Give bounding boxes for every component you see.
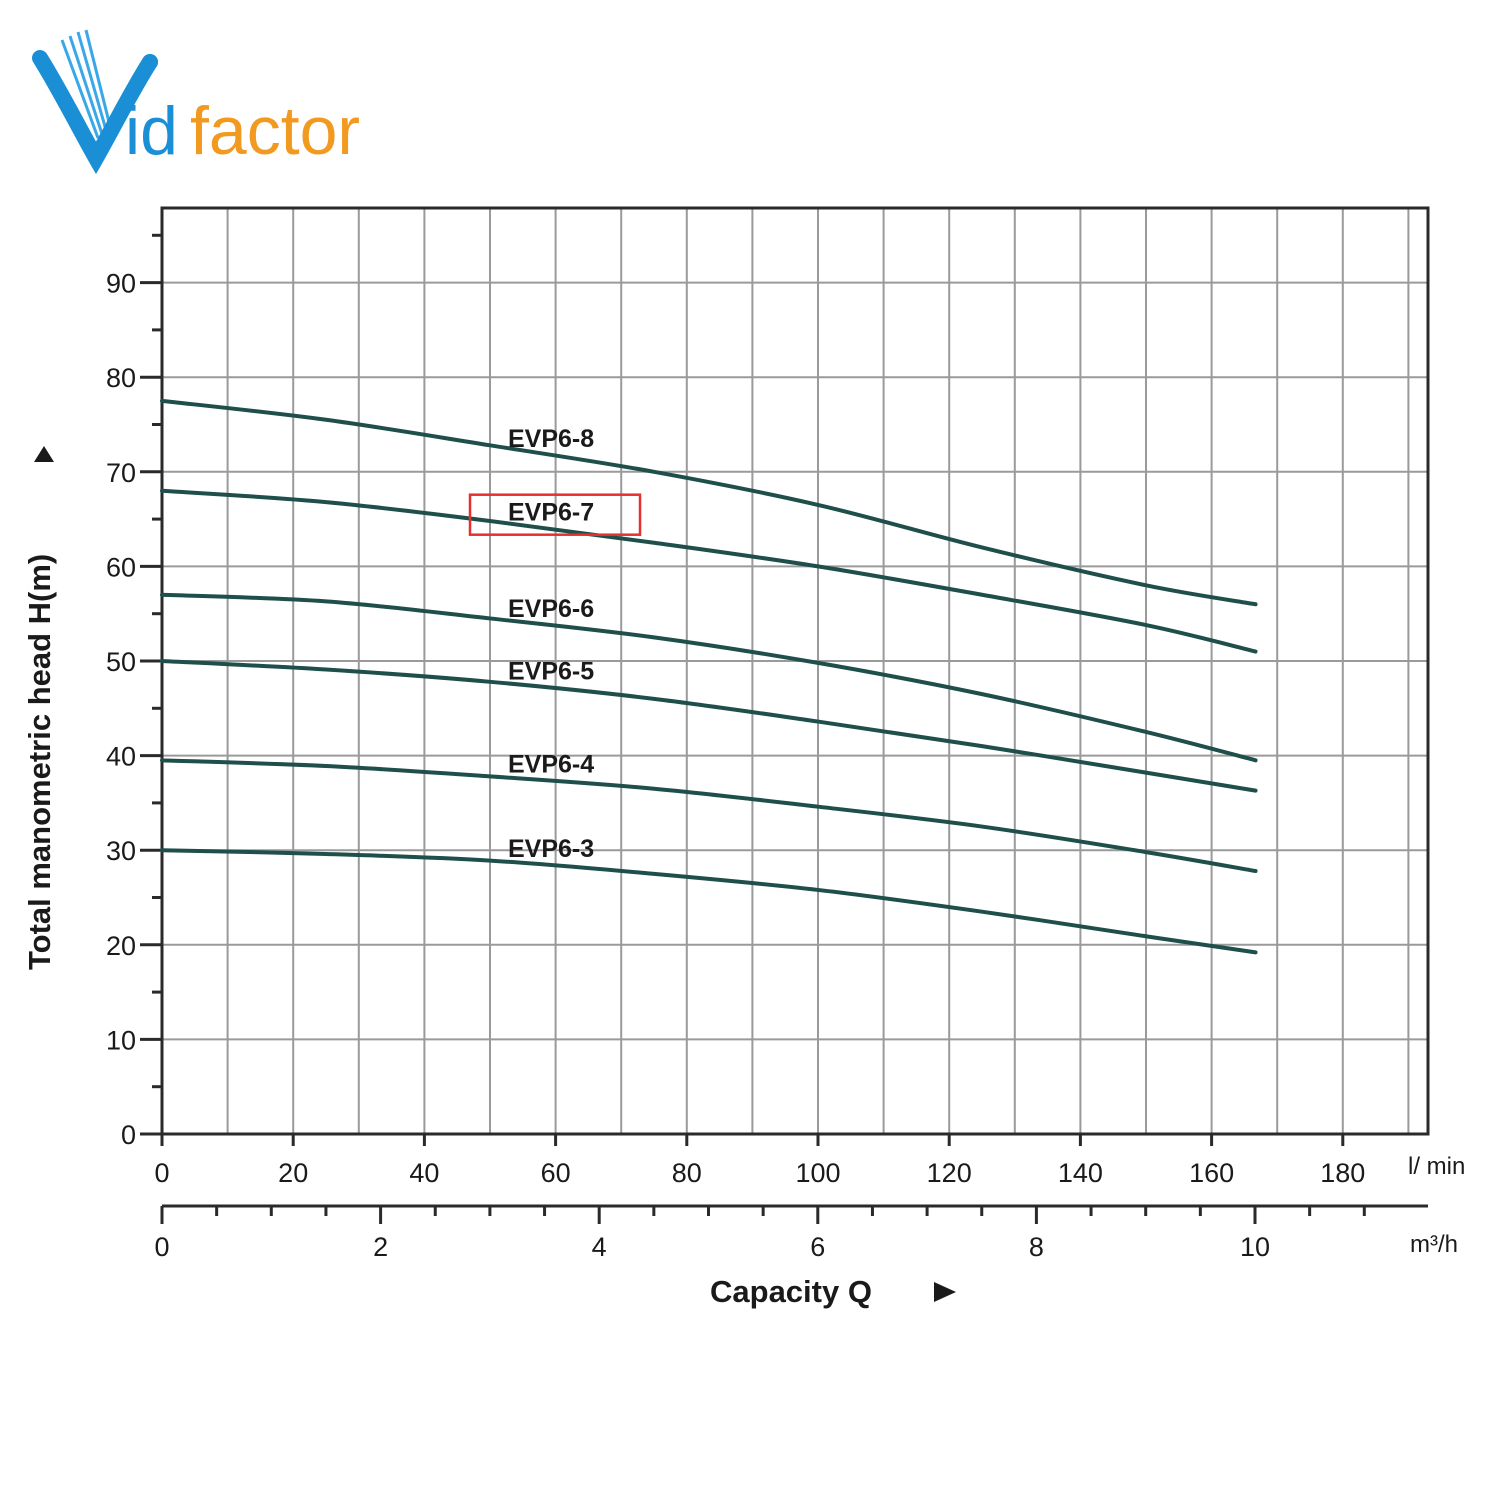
x-axis-arrow-icon xyxy=(934,1282,956,1302)
vidfactor-logo: id factor xyxy=(32,29,360,175)
grid-lines xyxy=(162,208,1428,1134)
m3h-tick-label: 0 xyxy=(154,1232,169,1262)
y-axis-arrow-icon xyxy=(34,446,54,462)
curve-label-evp6-6: EVP6-6 xyxy=(508,595,594,623)
curve-label-evp6-7: EVP6-7 xyxy=(508,499,594,527)
m3h-tick-label: 10 xyxy=(1240,1232,1270,1262)
curve-label-evp6-4: EVP6-4 xyxy=(508,750,594,778)
y-tick-label: 20 xyxy=(106,931,136,961)
x-tick-label: 100 xyxy=(795,1158,840,1188)
curve-evp6-4 xyxy=(160,758,1258,874)
plot-frame xyxy=(160,206,1430,1136)
logo-text-id: id xyxy=(125,93,178,169)
y-tick-label: 40 xyxy=(106,742,136,772)
y-tick-label: 60 xyxy=(106,552,136,582)
curve-labels: EVP6-8 EVP6-7 EVP6-6 EVP6-5 EVP6-4 EVP6-3 xyxy=(468,425,642,863)
x-axis-m3h: 0 2 4 6 8 10 m³/h xyxy=(154,1204,1458,1262)
m3h-tick-label: 2 xyxy=(373,1232,388,1262)
x-tick-label: 180 xyxy=(1320,1158,1365,1188)
curve-evp6-8 xyxy=(160,398,1258,607)
x-tick-label: 60 xyxy=(541,1158,571,1188)
x-axis-title: Capacity Q xyxy=(710,1274,872,1309)
y-tick-label: 70 xyxy=(106,458,136,488)
x-unit-label: l/ min xyxy=(1408,1153,1465,1180)
x-tick-label: 120 xyxy=(927,1158,972,1188)
x-tick-label: 20 xyxy=(278,1158,308,1188)
pump-curves xyxy=(160,398,1258,955)
x-axis-lmin: 0 20 40 60 80 100 120 140 160 180 l/ min xyxy=(154,1134,1465,1188)
y-tick-label: 0 xyxy=(121,1120,136,1150)
curve-evp6-3 xyxy=(160,848,1258,955)
m3h-tick-label: 8 xyxy=(1029,1232,1044,1262)
curve-evp6-7 xyxy=(160,488,1258,654)
x-tick-label: 40 xyxy=(409,1158,439,1188)
x-tick-label: 0 xyxy=(154,1158,169,1188)
m3h-tick-label: 4 xyxy=(592,1232,607,1262)
y-tick-label: 80 xyxy=(106,363,136,393)
y-axis-title: Total manometric head H(m) xyxy=(22,554,57,970)
x-tick-label: 140 xyxy=(1058,1158,1103,1188)
curve-label-evp6-5: EVP6-5 xyxy=(508,658,594,686)
y-tick-label: 50 xyxy=(106,647,136,677)
x-tick-label: 80 xyxy=(672,1158,702,1188)
curve-evp6-5 xyxy=(160,659,1258,793)
y-tick-label: 90 xyxy=(106,269,136,299)
logo-text-factor: factor xyxy=(190,93,360,169)
curve-label-evp6-8: EVP6-8 xyxy=(508,425,594,453)
m3h-unit-label: m³/h xyxy=(1410,1231,1458,1258)
logo-wing-icon xyxy=(32,29,158,175)
curve-label-evp6-3: EVP6-3 xyxy=(508,835,594,863)
y-tick-label: 30 xyxy=(106,836,136,866)
y-axis: 0 10 20 30 40 50 60 70 80 90 xyxy=(106,233,162,1150)
x-tick-label: 160 xyxy=(1189,1158,1234,1188)
m3h-tick-label: 6 xyxy=(810,1232,825,1262)
y-tick-label: 10 xyxy=(106,1025,136,1055)
highlight-box xyxy=(468,493,642,536)
curve-evp6-6 xyxy=(160,592,1258,763)
